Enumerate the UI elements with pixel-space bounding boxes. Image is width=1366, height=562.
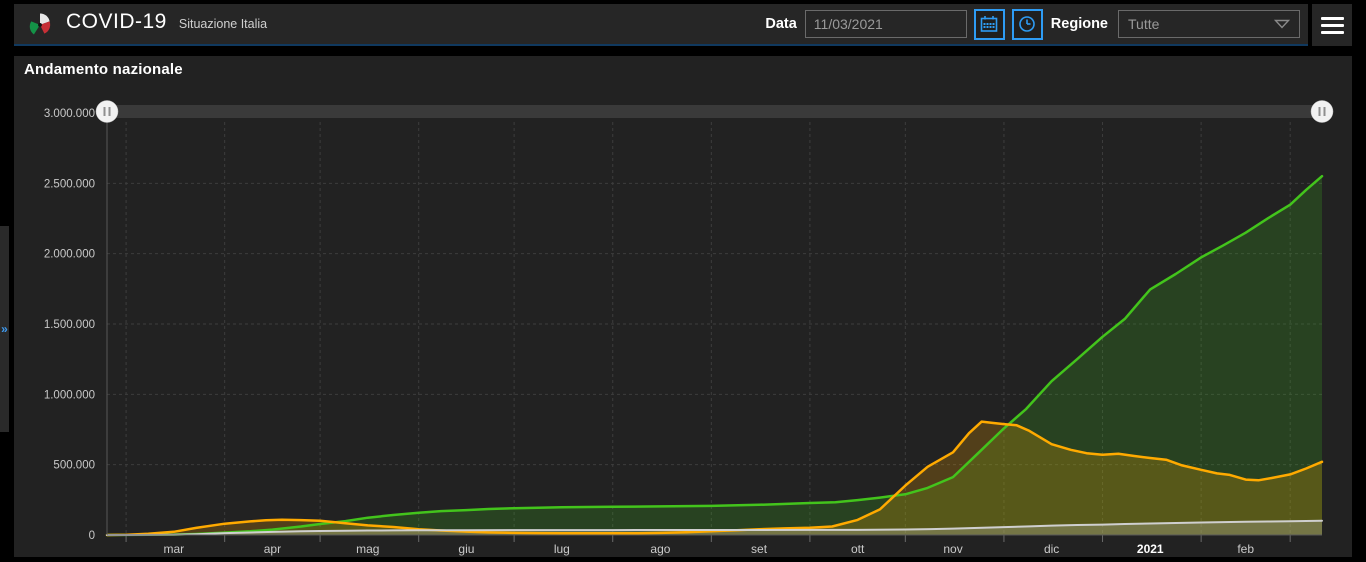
x-axis-label: mar [163,542,184,556]
brand: COVID-19 Situazione Italia [26,10,267,38]
series-gray-line [106,519,1323,536]
x-axis-label: giu [458,542,474,556]
series-green-area [107,176,1322,535]
x-axis-label: mag [356,542,379,556]
chevron-down-icon [1274,19,1290,29]
calendar-icon [980,16,998,32]
collapsed-sidebar[interactable]: » [0,226,9,432]
y-axis-label: 1.500.000 [44,319,95,331]
trend-chart[interactable]: 0 500.000 1.000.000 1.500.000 2.000.000 2.500… [14,56,1352,557]
regione-label: Regione [1050,16,1108,32]
regione-value: Tutte [1128,16,1160,32]
y-axis-label: 0 [89,530,95,542]
y-axis-label: 2.500.000 [44,178,95,190]
protezione-civile-logo [29,13,51,35]
series-gray-area [107,520,1322,535]
x-axis-label: apr [264,542,281,556]
time-slider-track[interactable] [107,105,1322,118]
x-axis-label: set [751,542,768,556]
regione-dropdown[interactable]: Tutte [1118,10,1300,38]
date-input[interactable] [804,10,967,38]
y-axis-label: 3.000.000 [44,108,95,120]
panel-title: Andamento nazionale [24,61,183,78]
header-controls: Data Regi [763,4,1300,44]
menu-button[interactable] [1312,4,1352,46]
app-subtitle: Situazione Italia [178,17,268,31]
calendar-button[interactable] [973,8,1005,40]
trend-panel: Andamento nazionale 0 500.000 1.000.000 1.5… [14,56,1352,557]
clock-button[interactable] [1011,8,1043,40]
app-title: COVID-19 [66,10,167,33]
x-axis-label: dic [1044,542,1059,556]
y-axis-label: 500.000 [53,460,95,472]
x-axis-label: nov [943,542,962,556]
y-axis-label: 2.000.000 [44,249,95,261]
time-slider-handle-right[interactable] [1310,100,1334,123]
series-orange-line [105,420,1324,537]
x-axis-label: ago [650,542,670,556]
series-green-line [105,174,1324,537]
x-axis-label: ott [851,542,865,556]
clock-icon [1019,16,1036,32]
y-axis-label: 1.000.000 [44,389,95,401]
menu-icon [1320,16,1344,34]
time-slider-handle-left[interactable] [95,100,119,123]
data-label: Data [765,16,797,32]
expand-icon: » [1,322,8,336]
x-axis-label: feb [1237,542,1254,556]
header-bar: COVID-19 Situazione Italia Data [14,4,1308,46]
series-orange-area [107,421,1322,535]
x-axis-label: lug [554,542,570,556]
x-axis-label: 2021 [1137,542,1164,556]
